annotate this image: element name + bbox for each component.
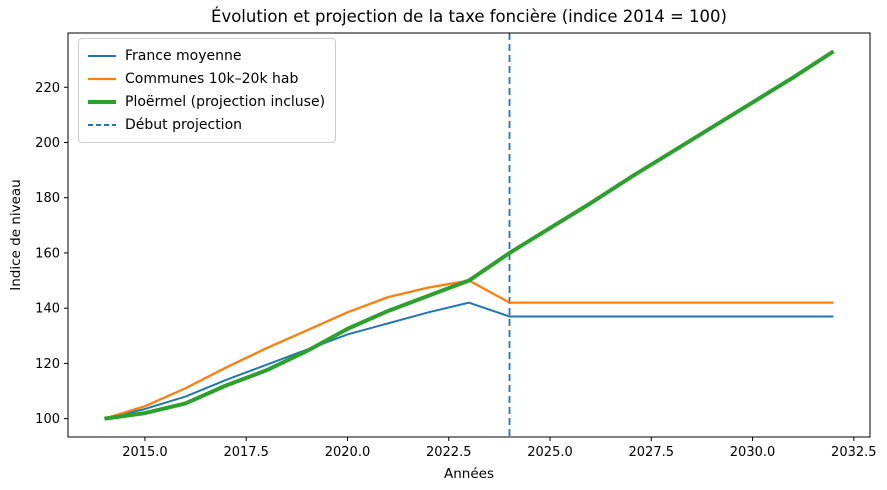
legend-line-sample-blue	[88, 52, 116, 60]
legend-item-debut-projection: Début projection	[88, 116, 325, 134]
x-tick-label: 2032.5	[831, 445, 877, 460]
y-tick-label: 160	[35, 246, 60, 261]
y-axis-label: Indice de niveau	[8, 179, 24, 290]
legend-line-sample-green	[88, 98, 116, 106]
legend-label: Début projection	[125, 117, 243, 133]
legend-line-sample-dashed	[88, 121, 116, 129]
x-tick-label: 2020.0	[325, 445, 371, 460]
legend-item-communes: Communes 10k–20k hab	[88, 70, 325, 88]
y-tick-label: 220	[35, 81, 60, 96]
series-lines	[104, 49, 835, 421]
y-tick-label: 120	[35, 357, 60, 372]
y-tick-label: 180	[35, 191, 60, 206]
legend: France moyenne Communes 10k–20k hab Ploë…	[78, 38, 337, 143]
series-line-0	[104, 301, 834, 420]
x-tick-label: 2030.0	[730, 445, 776, 460]
y-tick-label: 100	[35, 412, 60, 427]
legend-item-france-moyenne: France moyenne	[88, 47, 325, 65]
x-tick-label: 2015.0	[122, 445, 168, 460]
legend-label: Communes 10k–20k hab	[125, 71, 299, 87]
y-tick-label: 200	[35, 136, 60, 151]
axes-spines	[67, 32, 871, 438]
legend-line-sample-orange	[88, 75, 116, 83]
x-tick-label: 2022.5	[426, 445, 472, 460]
y-axis-ticks: 100 120 140 160 180 200 220	[35, 81, 68, 427]
chart-title: Évolution et projection de la taxe fonci…	[211, 7, 727, 26]
x-axis-ticks: 2015.0 2017.5 2020.0 2022.5 2025.0 2027.5 2030…	[122, 437, 877, 460]
x-axis-label: Années	[444, 466, 494, 482]
legend-label: France moyenne	[125, 48, 242, 64]
x-tick-label: 2027.5	[629, 445, 675, 460]
legend-item-ploermel: Ploërmel (projection incluse)	[88, 93, 325, 111]
x-tick-label: 2017.5	[223, 445, 269, 460]
y-tick-label: 140	[35, 302, 60, 317]
series-line-1	[104, 279, 834, 420]
x-tick-label: 2025.0	[527, 445, 573, 460]
legend-label: Ploërmel (projection incluse)	[125, 94, 326, 110]
series-line-2	[104, 49, 835, 421]
